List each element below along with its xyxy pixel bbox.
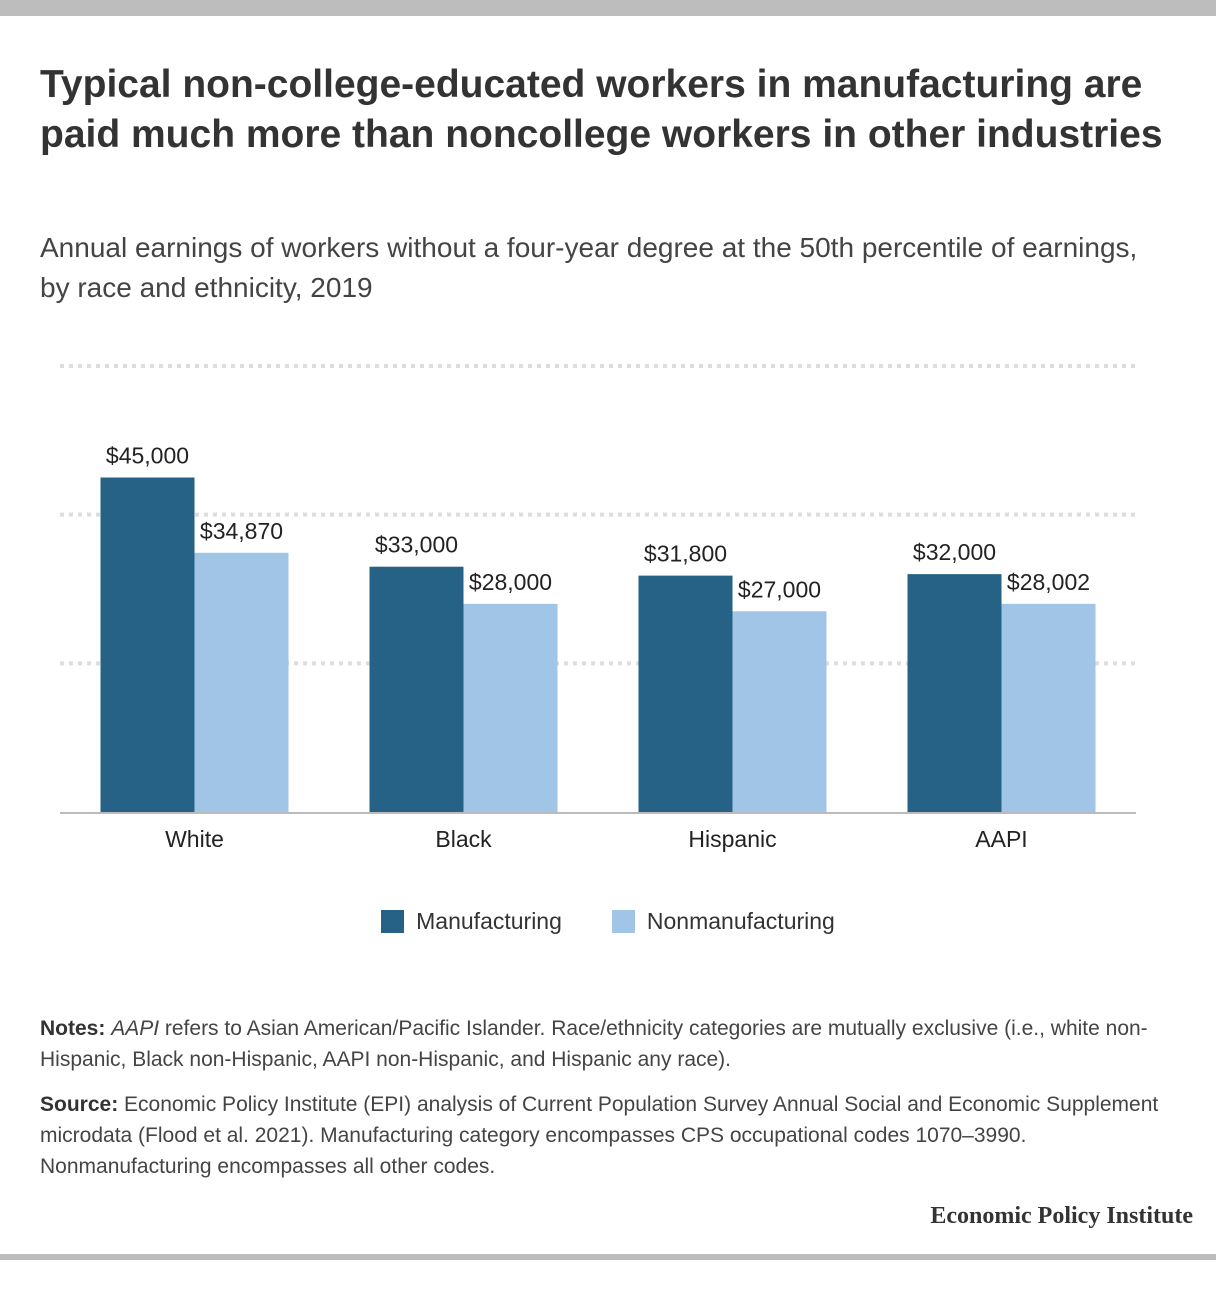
top-border — [0, 0, 1216, 16]
chart-notes: Notes: AAPI refers to Asian American/Pac… — [40, 1013, 1160, 1075]
legend-item-manufacturing: Manufacturing — [381, 908, 562, 935]
data-label-nonmanufacturing-aapi: $28,002 — [1007, 569, 1090, 595]
bar-manufacturing-hispanic — [638, 575, 733, 812]
legend-item-nonmanufacturing: Nonmanufacturing — [611, 908, 835, 935]
chart-source: Source: Economic Policy Institute (EPI) … — [40, 1089, 1160, 1182]
source-text: Economic Policy Institute (EPI) analysis… — [40, 1093, 1159, 1178]
x-tick-label-hispanic: Hispanic — [688, 826, 776, 852]
x-tick-label-aapi: AAPI — [975, 826, 1027, 852]
data-label-nonmanufacturing-white: $34,870 — [200, 518, 283, 544]
notes-term: AAPI — [111, 1017, 160, 1040]
data-label-manufacturing-white: $45,000 — [106, 443, 189, 469]
bar-nonmanufacturing-white — [194, 552, 289, 812]
bar-chart: $45,000 $34,870 White $33,000 $28,000 Black $3… — [60, 364, 1136, 852]
data-label-manufacturing-aapi: $32,000 — [913, 539, 996, 565]
bar-manufacturing-black — [369, 566, 464, 812]
data-label-nonmanufacturing-black: $28,000 — [469, 569, 552, 595]
legend-label-nonmanufacturing: Nonmanufacturing — [646, 908, 835, 934]
brand-logo-text: Economic Policy Institute — [930, 1203, 1193, 1229]
x-tick-label-black: Black — [435, 826, 492, 852]
notes-label: Notes: — [40, 1017, 106, 1040]
data-label-nonmanufacturing-hispanic: $27,000 — [738, 576, 821, 602]
notes-text: refers to Asian American/Pacific Islande… — [40, 1017, 1148, 1071]
bar-nonmanufacturing-hispanic — [732, 611, 827, 812]
bar-manufacturing-white — [100, 477, 195, 812]
chart-legend: Manufacturing Nonmanufacturing — [0, 908, 1216, 935]
bar-nonmanufacturing-black — [463, 603, 558, 812]
chart-title: Typical non-college-educated workers in … — [40, 63, 1163, 156]
bar-manufacturing-aapi — [907, 574, 1002, 812]
chart-subtitle: Annual earnings of workers without a fou… — [40, 232, 1138, 303]
source-label: Source: — [40, 1093, 119, 1116]
legend-swatch-manufacturing — [381, 910, 405, 933]
legend-swatch-nonmanufacturing — [611, 910, 635, 933]
bar-nonmanufacturing-aapi — [1001, 603, 1096, 812]
x-tick-label-white: White — [165, 826, 224, 852]
data-label-manufacturing-hispanic: $31,800 — [644, 541, 727, 567]
bottom-border — [0, 1254, 1216, 1260]
data-label-manufacturing-black: $33,000 — [375, 532, 458, 558]
legend-label-manufacturing: Manufacturing — [416, 908, 562, 934]
